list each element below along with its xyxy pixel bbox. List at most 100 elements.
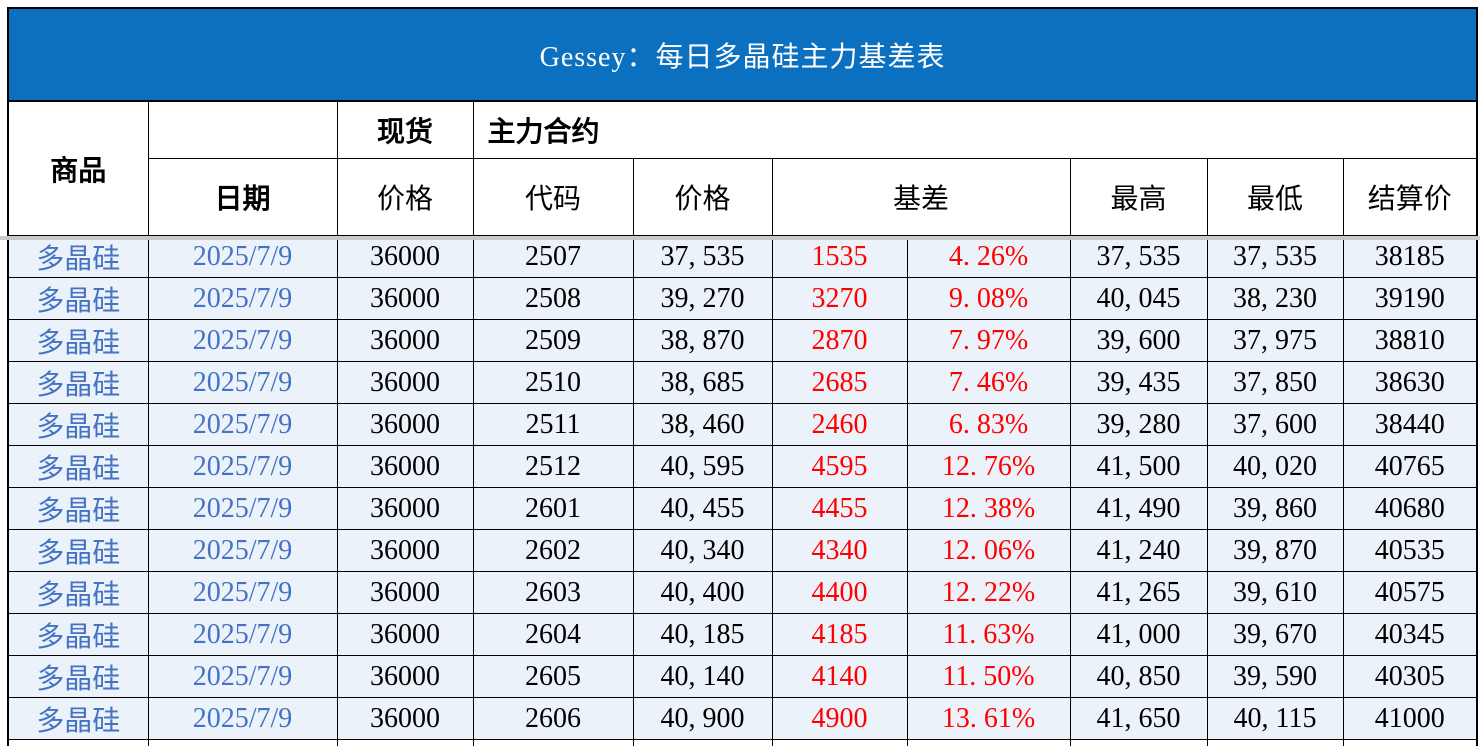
cell-low[interactable]: 39, 870 — [1206, 529, 1344, 572]
cell-contract-price[interactable]: 39, 270 — [632, 277, 773, 320]
cell-contract-price[interactable]: 38, 685 — [632, 361, 773, 404]
cell-contract-code[interactable]: 2604 — [472, 613, 634, 656]
cell-date[interactable]: 2025/7/9 — [147, 361, 338, 404]
cell-contract-code[interactable]: 2511 — [472, 403, 634, 446]
cell-contract-code[interactable]: 2603 — [472, 571, 634, 614]
header-price[interactable]: 价格 — [632, 158, 773, 236]
header-basis[interactable]: 基差 — [771, 158, 1071, 236]
cell-contract-price[interactable]: 40, 455 — [632, 487, 773, 530]
cell-basis[interactable]: 1535 — [771, 235, 908, 278]
cell-contract-price[interactable]: 38, 870 — [632, 319, 773, 362]
cell-contract-price[interactable]: 38, 460 — [632, 403, 773, 446]
cell-contract-price[interactable]: 40, 900 — [632, 697, 773, 740]
cell-commodity[interactable]: 多晶硅 — [7, 655, 149, 698]
cell-settlement[interactable]: 40345 — [1342, 613, 1478, 656]
cell-spot-price[interactable]: 36000 — [336, 361, 474, 404]
header-spot-price[interactable]: 价格 — [336, 158, 474, 236]
cell-commodity[interactable]: 多晶硅 — [7, 571, 149, 614]
empty-cell[interactable] — [7, 739, 149, 746]
cell-basis-pct[interactable]: 12. 76% — [906, 445, 1071, 488]
cell-commodity[interactable]: 多晶硅 — [7, 529, 149, 572]
cell-contract-price[interactable]: 40, 340 — [632, 529, 773, 572]
cell-basis[interactable]: 4455 — [771, 487, 908, 530]
cell-date[interactable]: 2025/7/9 — [147, 571, 338, 614]
cell-contract-code[interactable]: 2510 — [472, 361, 634, 404]
cell-date[interactable]: 2025/7/9 — [147, 445, 338, 488]
cell-spot-price[interactable]: 36000 — [336, 445, 474, 488]
cell-basis-pct[interactable]: 7. 46% — [906, 361, 1071, 404]
cell-high[interactable]: 41, 240 — [1069, 529, 1208, 572]
cell-high[interactable]: 41, 490 — [1069, 487, 1208, 530]
empty-cell[interactable] — [336, 739, 474, 746]
empty-cell[interactable] — [1069, 739, 1208, 746]
header-spot-group[interactable]: 现货 — [336, 100, 474, 159]
cell-high[interactable]: 41, 265 — [1069, 571, 1208, 614]
cell-basis[interactable]: 2460 — [771, 403, 908, 446]
cell-basis[interactable]: 4900 — [771, 697, 908, 740]
cell-low[interactable]: 39, 590 — [1206, 655, 1344, 698]
cell-settlement[interactable]: 40680 — [1342, 487, 1478, 530]
empty-cell[interactable] — [771, 739, 908, 746]
cell-settlement[interactable]: 40305 — [1342, 655, 1478, 698]
cell-settlement[interactable]: 40535 — [1342, 529, 1478, 572]
cell-low[interactable]: 40, 115 — [1206, 697, 1344, 740]
cell-spot-price[interactable]: 36000 — [336, 319, 474, 362]
cell-commodity[interactable]: 多晶硅 — [7, 403, 149, 446]
cell-basis-pct[interactable]: 12. 38% — [906, 487, 1071, 530]
header-empty-cell[interactable] — [147, 100, 338, 159]
cell-settlement[interactable]: 38185 — [1342, 235, 1478, 278]
cell-basis[interactable]: 4595 — [771, 445, 908, 488]
cell-date[interactable]: 2025/7/9 — [147, 613, 338, 656]
cell-basis-pct[interactable]: 13. 61% — [906, 697, 1071, 740]
cell-basis-pct[interactable]: 6. 83% — [906, 403, 1071, 446]
cell-contract-price[interactable]: 37, 535 — [632, 235, 773, 278]
header-code[interactable]: 代码 — [472, 158, 634, 236]
cell-contract-code[interactable]: 2508 — [472, 277, 634, 320]
cell-date[interactable]: 2025/7/9 — [147, 319, 338, 362]
cell-contract-code[interactable]: 2602 — [472, 529, 634, 572]
cell-low[interactable]: 38, 230 — [1206, 277, 1344, 320]
cell-high[interactable]: 39, 280 — [1069, 403, 1208, 446]
cell-low[interactable]: 40, 020 — [1206, 445, 1344, 488]
cell-low[interactable]: 37, 600 — [1206, 403, 1344, 446]
cell-spot-price[interactable]: 36000 — [336, 571, 474, 614]
cell-high[interactable]: 41, 500 — [1069, 445, 1208, 488]
cell-low[interactable]: 39, 860 — [1206, 487, 1344, 530]
cell-basis[interactable]: 4185 — [771, 613, 908, 656]
cell-high[interactable]: 39, 435 — [1069, 361, 1208, 404]
cell-settlement[interactable]: 38630 — [1342, 361, 1478, 404]
cell-high[interactable]: 41, 650 — [1069, 697, 1208, 740]
cell-basis[interactable]: 4400 — [771, 571, 908, 614]
cell-contract-code[interactable]: 2512 — [472, 445, 634, 488]
cell-date[interactable]: 2025/7/9 — [147, 487, 338, 530]
cell-commodity[interactable]: 多晶硅 — [7, 613, 149, 656]
cell-spot-price[interactable]: 36000 — [336, 655, 474, 698]
cell-commodity[interactable]: 多晶硅 — [7, 487, 149, 530]
cell-high[interactable]: 39, 600 — [1069, 319, 1208, 362]
cell-basis[interactable]: 2685 — [771, 361, 908, 404]
cell-spot-price[interactable]: 36000 — [336, 277, 474, 320]
cell-contract-price[interactable]: 40, 595 — [632, 445, 773, 488]
cell-low[interactable]: 37, 975 — [1206, 319, 1344, 362]
cell-high[interactable]: 40, 045 — [1069, 277, 1208, 320]
cell-low[interactable]: 37, 535 — [1206, 235, 1344, 278]
cell-basis[interactable]: 4340 — [771, 529, 908, 572]
cell-spot-price[interactable]: 36000 — [336, 529, 474, 572]
cell-date[interactable]: 2025/7/9 — [147, 697, 338, 740]
cell-contract-price[interactable]: 40, 140 — [632, 655, 773, 698]
cell-basis-pct[interactable]: 7. 97% — [906, 319, 1071, 362]
cell-basis[interactable]: 4140 — [771, 655, 908, 698]
cell-basis-pct[interactable]: 12. 22% — [906, 571, 1071, 614]
header-high[interactable]: 最高 — [1069, 158, 1208, 236]
cell-commodity[interactable]: 多晶硅 — [7, 319, 149, 362]
empty-cell[interactable] — [906, 739, 1071, 746]
cell-contract-code[interactable]: 2507 — [472, 235, 634, 278]
cell-spot-price[interactable]: 36000 — [336, 697, 474, 740]
cell-high[interactable]: 41, 000 — [1069, 613, 1208, 656]
cell-spot-price[interactable]: 36000 — [336, 235, 474, 278]
empty-cell[interactable] — [1206, 739, 1344, 746]
cell-settlement[interactable]: 39190 — [1342, 277, 1478, 320]
cell-basis[interactable]: 2870 — [771, 319, 908, 362]
header-settlement[interactable]: 结算价 — [1342, 158, 1478, 236]
cell-date[interactable]: 2025/7/9 — [147, 277, 338, 320]
